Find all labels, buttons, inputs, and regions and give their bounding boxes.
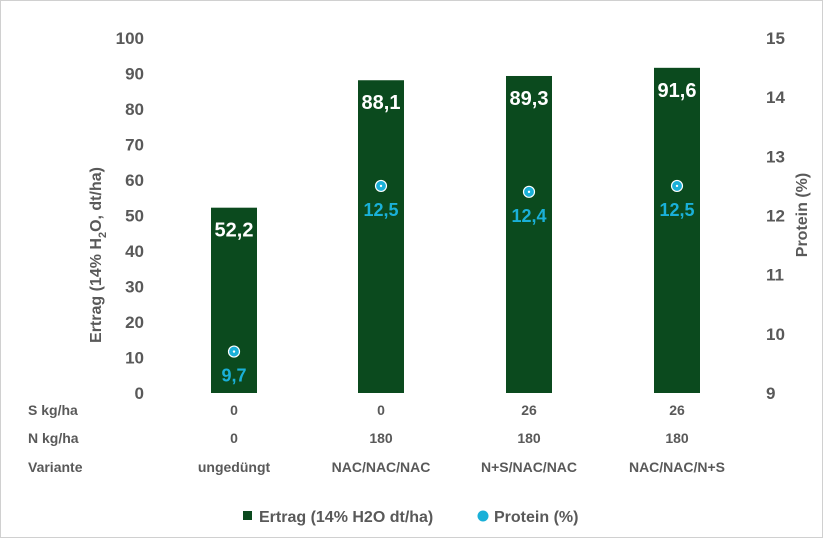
table-cell: 26 <box>669 402 685 418</box>
table-cell: 180 <box>517 430 541 446</box>
bar <box>211 207 257 393</box>
table-cell: ungedüngt <box>198 459 271 475</box>
left-axis-ticks: 0 10 20 30 40 50 60 70 80 90 100 <box>116 29 144 403</box>
protein-value-label: 9,7 <box>221 366 246 386</box>
y-tick-label: 60 <box>125 171 144 190</box>
table-cell: 0 <box>377 402 385 418</box>
bar <box>654 67 700 393</box>
table-row-label: Variante <box>28 459 83 475</box>
y-tick-label: 0 <box>135 384 144 403</box>
point-labels: 9,7 12,5 12,4 12,5 <box>221 200 694 386</box>
protein-value-label: 12,4 <box>511 206 546 226</box>
y-tick-label: 20 <box>125 313 144 332</box>
bar <box>506 75 552 394</box>
table-cell: 180 <box>369 430 393 446</box>
table-cell: NAC/NAC/NAC <box>332 459 431 475</box>
y-axis-title: Ertrag (14% H2O, dt/ha) <box>88 167 109 343</box>
y-tick-label: 30 <box>125 278 144 297</box>
legend-bar-swatch <box>243 511 252 520</box>
legend-point-swatch <box>477 510 489 522</box>
bar-value-label: 52,2 <box>215 220 254 242</box>
y-tick-label: 10 <box>125 349 144 368</box>
y2-tick-label: 13 <box>766 147 785 166</box>
y2-tick-label: 12 <box>766 207 785 226</box>
legend: Ertrag (14% H2O dt/ha) Protein (%) <box>243 509 578 526</box>
y-tick-label: 70 <box>125 136 144 155</box>
table-cell: 0 <box>230 402 238 418</box>
protein-point-center <box>675 184 679 188</box>
y2-tick-label: 15 <box>766 29 785 48</box>
protein-value-label: 12,5 <box>659 200 694 220</box>
bar <box>358 80 404 394</box>
points <box>227 179 684 358</box>
y2-tick-label: 10 <box>766 325 785 344</box>
table-row-label: S kg/ha <box>28 402 78 418</box>
table-cell: N+S/NAC/NAC <box>481 459 577 475</box>
legend-point-label: Protein (%) <box>494 509 578 526</box>
y-tick-label: 50 <box>125 207 144 226</box>
protein-point-center <box>232 350 236 353</box>
right-axis-ticks: 9 10 11 12 13 14 15 <box>766 29 785 403</box>
bar-value-label: 89,3 <box>510 88 549 110</box>
y2-axis-title: Protein (%) <box>794 173 811 257</box>
table-cell: 0 <box>230 430 238 446</box>
legend-bar-label: Ertrag (14% H2O dt/ha) <box>259 509 433 526</box>
protein-value-label: 12,5 <box>363 200 398 220</box>
bar-labels: 52,2 88,1 89,3 91,6 <box>215 80 697 242</box>
protein-point-center <box>527 190 531 194</box>
table-cell: 180 <box>665 430 689 446</box>
y2-tick-label: 9 <box>766 384 775 403</box>
y-tick-label: 40 <box>125 242 144 261</box>
y2-tick-label: 14 <box>766 88 785 107</box>
y2-tick-label: 11 <box>766 266 784 285</box>
table-cell: NAC/NAC/N+S <box>629 459 725 475</box>
y-tick-label: 90 <box>125 65 144 84</box>
bar-value-label: 91,6 <box>658 80 697 102</box>
bar-value-label: 88,1 <box>362 92 401 114</box>
table-cell: 26 <box>521 402 537 418</box>
protein-point-center <box>379 184 383 188</box>
y-tick-label: 80 <box>125 100 144 119</box>
y-tick-label: 100 <box>116 29 144 48</box>
category-table: S kg/ha 0 0 26 26 N kg/ha 0 180 180 180 Variante un… <box>28 402 725 475</box>
table-row-label: N kg/ha <box>28 430 79 446</box>
bars <box>211 67 700 394</box>
